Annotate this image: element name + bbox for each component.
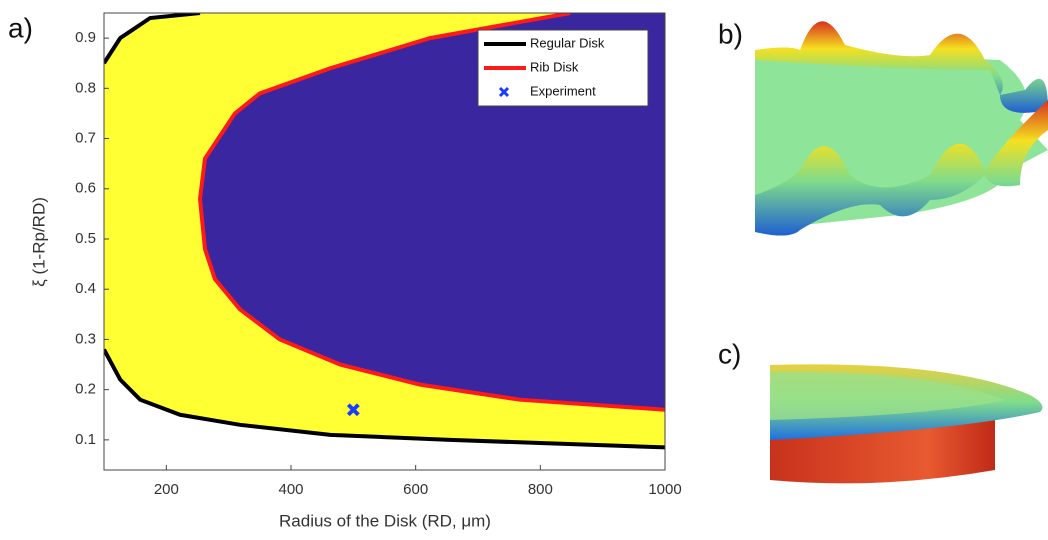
panel-label: c) xyxy=(718,338,741,369)
legend-label: Rib Disk xyxy=(530,59,579,74)
x-tick-label: 1000 xyxy=(648,481,681,498)
page: Regular Disk Rib Disk Experiment 200 400 600 8… xyxy=(0,0,1048,540)
legend-label: Experiment xyxy=(530,83,596,98)
y-axis-label: ξ (1-Rp/RD) xyxy=(29,197,48,287)
render-c xyxy=(770,364,1042,483)
x-tick-label: 400 xyxy=(278,481,303,498)
y-tick-label: 0.3 xyxy=(75,330,96,347)
render-b xyxy=(755,21,1048,235)
x-tick-label: 200 xyxy=(154,481,179,498)
x-axis-label: Radius of the Disk (RD, μm) xyxy=(279,511,491,530)
y-tick-label: 0.8 xyxy=(75,79,96,96)
y-tick-label: 0.4 xyxy=(75,280,96,297)
x-tick-label: 800 xyxy=(528,481,553,498)
legend-label: Regular Disk xyxy=(530,35,605,50)
y-tick-label: 0.9 xyxy=(75,29,96,46)
y-tick-label: 0.2 xyxy=(75,381,96,398)
panel-label: b) xyxy=(718,18,743,49)
y-tick-label: 0.7 xyxy=(75,130,96,147)
panel-label: a) xyxy=(8,12,33,43)
y-tick-label: 0.1 xyxy=(75,431,96,448)
y-tick-label: 0.5 xyxy=(75,230,96,247)
y-tick-label: 0.6 xyxy=(75,180,96,197)
x-tick-label: 600 xyxy=(403,481,428,498)
figure: Regular Disk Rib Disk Experiment 200 400 600 8… xyxy=(0,0,1048,540)
